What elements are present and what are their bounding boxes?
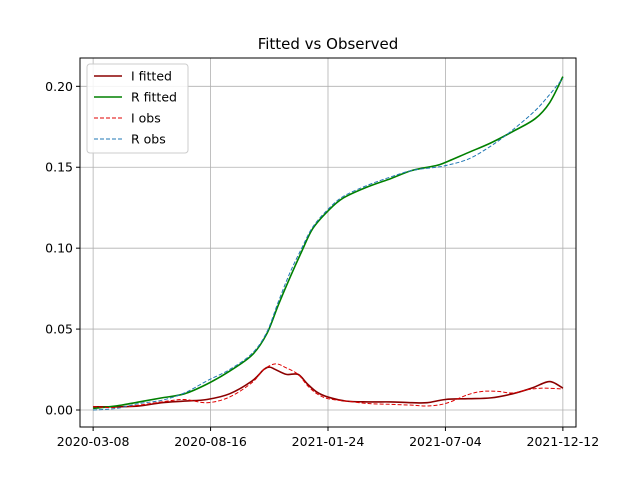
x-tick-label: 2020-08-16 [174,434,247,449]
series-line-r-obs [93,77,564,411]
y-tick-label: 0.10 [45,241,73,256]
y-axis-ticks: 0.00 0.05 0.10 0.15 0.20 [45,79,80,418]
x-tick-label: 2020-03-08 [57,434,130,449]
y-tick-label: 0.05 [45,322,73,337]
grid-lines [80,58,576,427]
legend-box [86,63,189,154]
y-tick-label: 0.00 [45,403,73,418]
y-tick-label: 0.15 [45,160,73,175]
x-axis-ticks: 2020-03-08 2020-08-16 2021-01-24 2021-07-04… [57,427,599,449]
legend-label-i-obs: I obs [131,111,161,126]
series-line-i-fitted [93,366,564,408]
legend-label-r-obs: R obs [131,132,166,147]
legend: I fitted R fitted I obs R obs [86,63,189,154]
legend-label-i-fitted: I fitted [131,69,172,84]
plot-series [93,76,564,411]
x-tick-label: 2021-07-04 [409,434,482,449]
y-tick-label: 0.20 [45,79,73,94]
x-tick-label: 2021-12-12 [527,434,600,449]
chart-title: Fitted vs Observed [258,35,399,53]
series-line-r-fitted [93,76,564,410]
legend-label-r-fitted: R fitted [131,90,177,105]
x-tick-label: 2021-01-24 [292,434,365,449]
series-line-i-obs [93,363,563,409]
